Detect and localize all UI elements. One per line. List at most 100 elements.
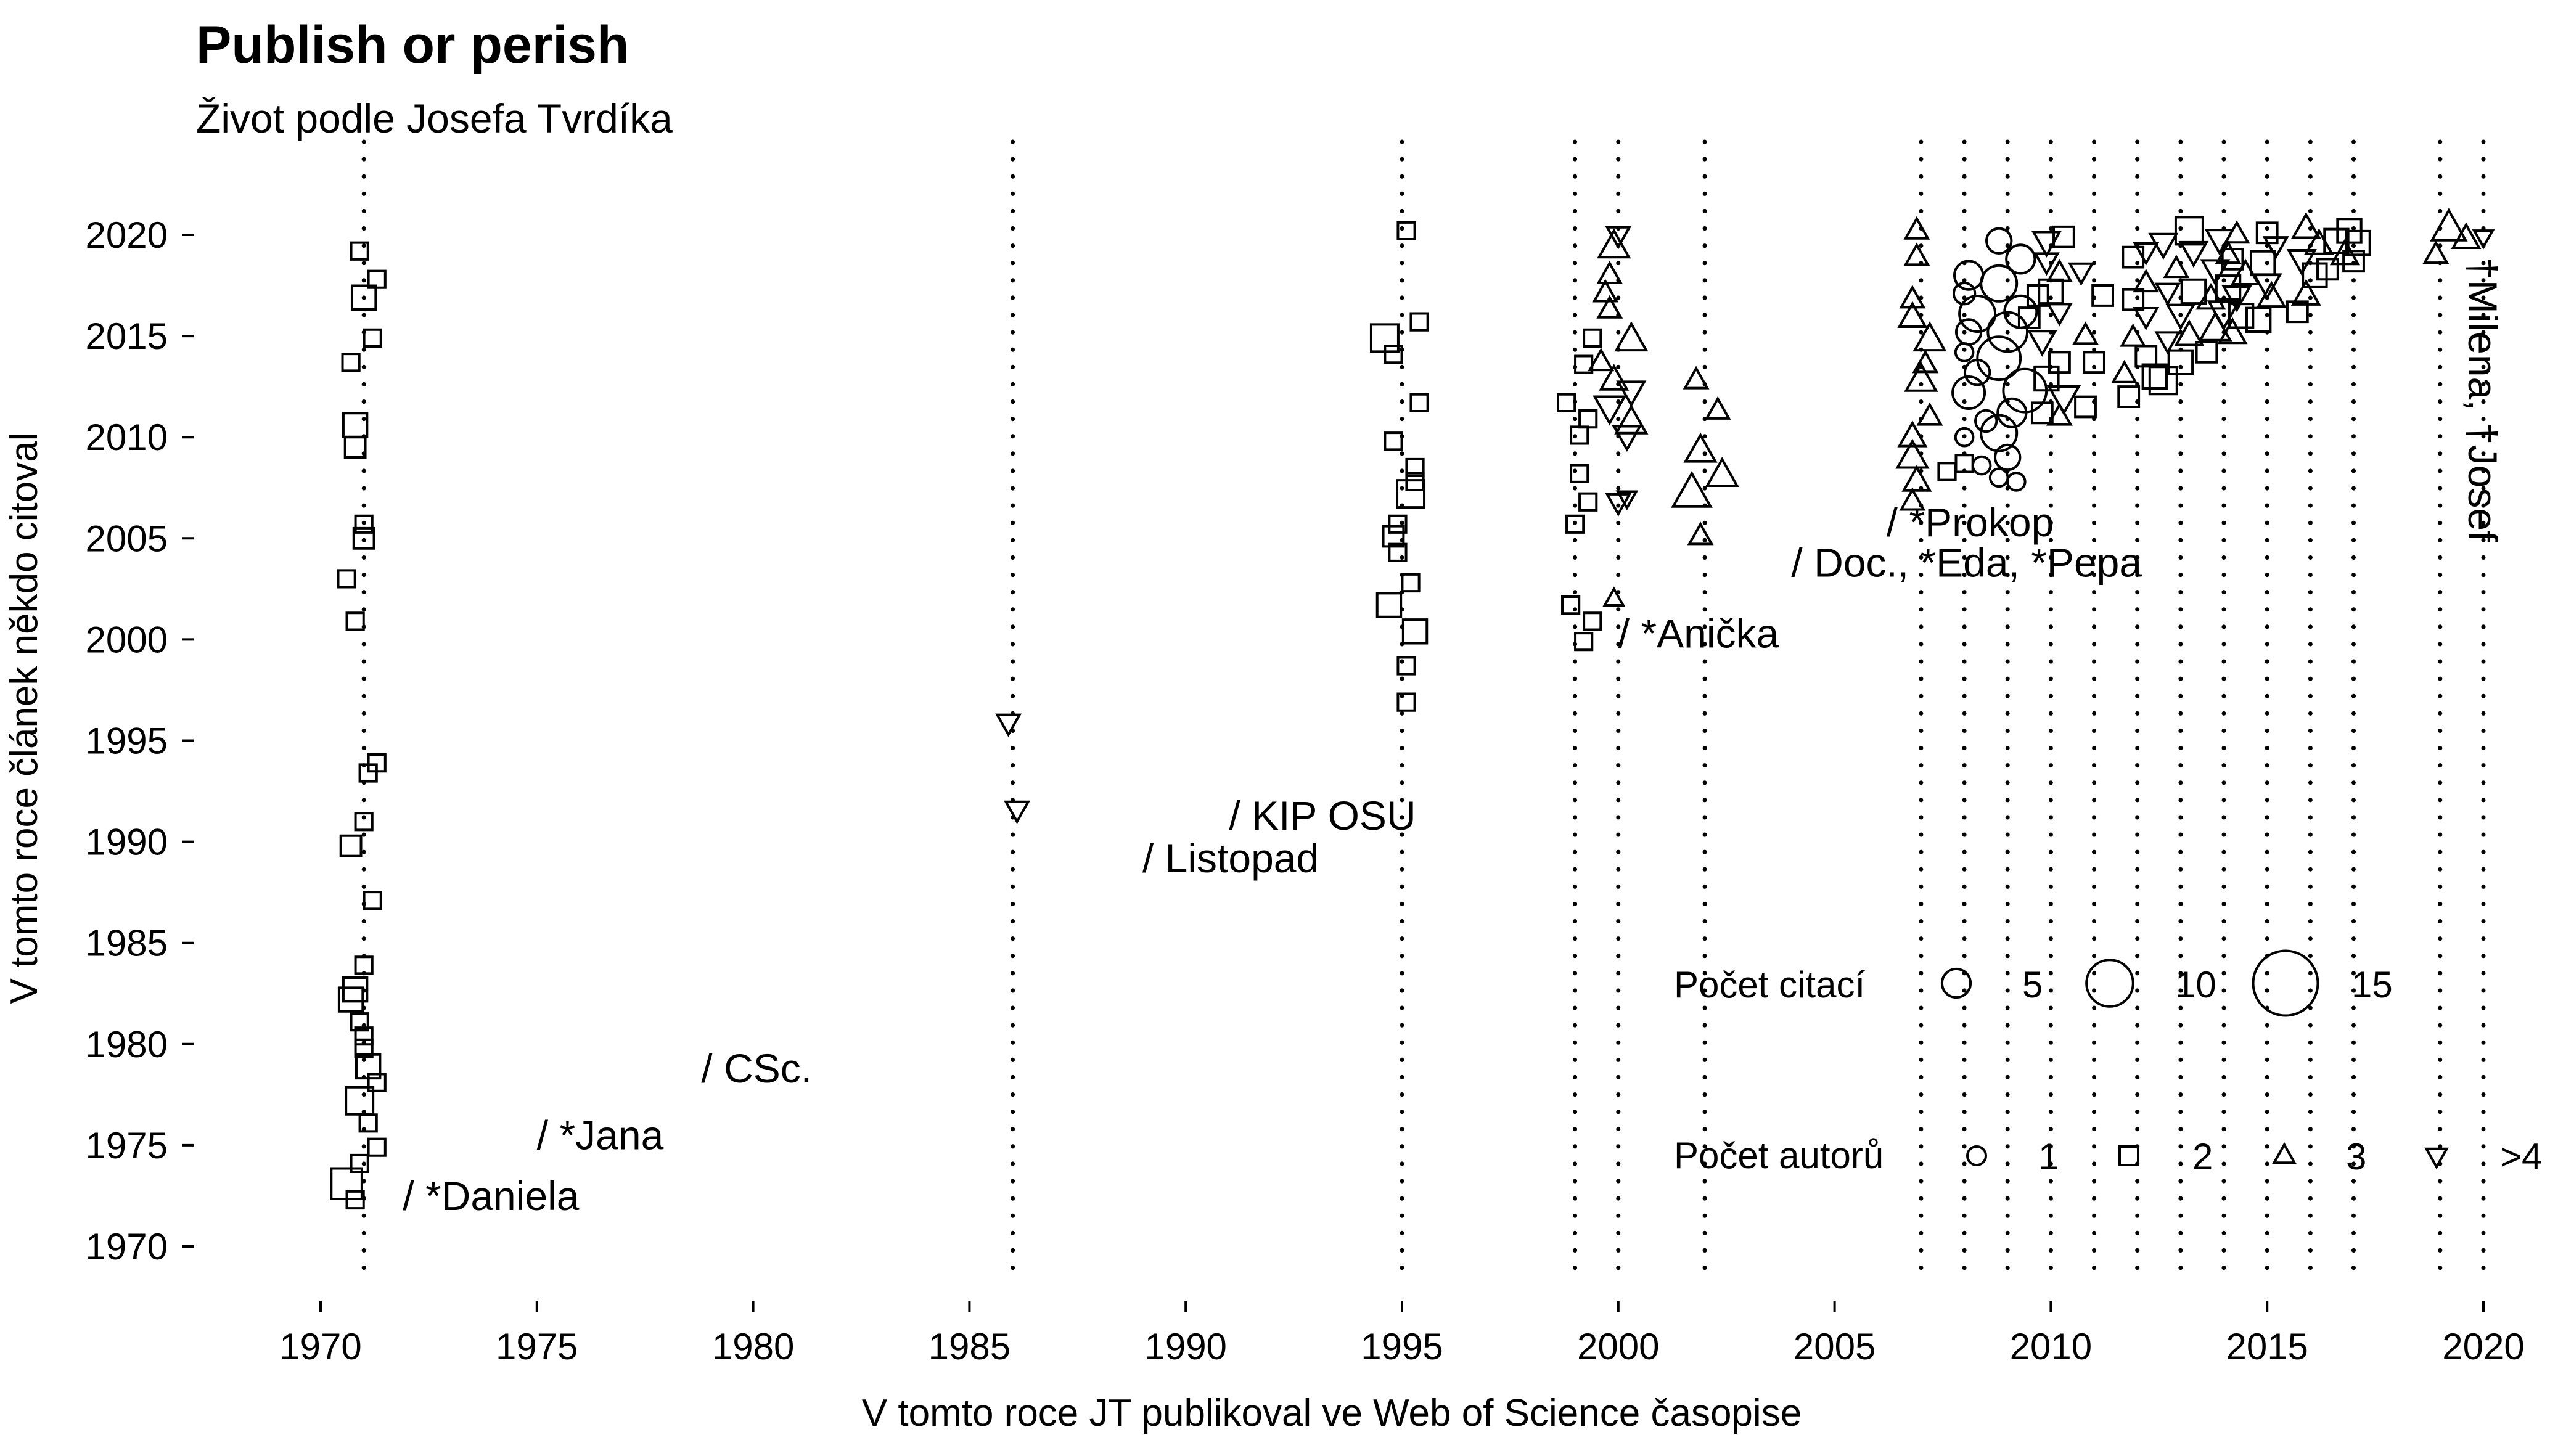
data-point-90 [1899,285,1926,309]
annotation-4: / KIP OSU [1229,793,1416,838]
data-point-64 [1614,404,1649,435]
data-point-84 [1897,420,1928,448]
data-point-98 [1974,409,1998,433]
legend-size-label-15: 15 [2351,964,2393,1005]
data-point-75 [1687,521,1714,546]
data-point-166 [2217,317,2248,345]
data-point-13 [354,955,374,975]
data-point-192 [2472,229,2495,250]
data-point-112 [1986,311,2029,353]
data-point-129 [2031,231,2062,258]
y-tick-label-2005: 2005 [86,518,168,559]
data-point-104 [1952,282,1977,306]
data-point-67 [1599,364,1630,391]
data-point-121 [2046,402,2073,426]
data-point-39 [1388,514,1408,534]
data-point-152 [2165,303,2196,331]
data-point-174 [2249,250,2276,277]
annotations: / *Daniela / *Jana / CSc. / Listopad/ KIP O… [403,257,2506,1219]
data-point-117 [2017,306,2041,329]
data-point-147 [2154,331,2181,355]
x-tick-label-1995: 1995 [1361,1326,1443,1367]
data-point-89 [1897,301,1928,328]
data-point-81 [1899,487,1926,511]
data-point-94 [1954,454,1974,473]
data-point-125 [2027,330,2057,357]
data-point-33 [1396,656,1416,676]
data-point-176 [2255,221,2279,245]
legend-size-key-15 [2252,949,2319,1017]
data-point-142 [2133,269,2160,293]
data-point-10 [350,1012,369,1032]
data-point-2 [350,1153,369,1174]
data-point-25 [341,353,361,372]
x-tick-label-1975: 1975 [496,1326,578,1367]
data-point-149 [2148,232,2179,260]
data-point-135 [2068,262,2094,286]
legend-size-label-5: 5 [2022,964,2043,1005]
data-point-47 [1409,312,1429,332]
data-point-69 [1614,321,1649,352]
data-point-52 [1565,514,1585,534]
data-point-144 [2133,242,2160,266]
data-point-139 [2120,323,2147,347]
legend-size-key-10 [2085,959,2134,1008]
annotation-5: / *Anička [1618,611,1779,656]
y-tick-label-2020: 2020 [86,215,168,256]
data-point-155 [2178,240,2209,268]
data-point-9 [354,1026,374,1046]
data-point-8 [354,1038,374,1058]
data-point-182 [2290,212,2321,239]
data-point-46 [1369,323,1400,353]
annotation-6: / *Prokop [1887,499,2054,545]
data-point-31 [1004,800,1031,824]
data-point-141 [2122,288,2145,311]
data-point-131 [2074,395,2097,419]
x-axis: 1970 1975 1980 1985 1990 1995 2000 2005 2010 2015… [279,1301,2525,1367]
legend-size-title: Počet citací [1674,964,1865,1005]
data-point-191 [2451,222,2482,249]
data-point-42 [1405,457,1425,478]
data-point-178 [2290,279,2321,306]
data-point-79 [1704,396,1731,420]
legend-size-label-10: 10 [2175,964,2216,1005]
data-point-150 [2167,349,2194,375]
data-point-143 [2122,245,2145,269]
data-point-91 [1903,242,1930,266]
data-point-21 [352,526,375,550]
data-point-30 [995,713,1022,737]
annotation-2: / CSc. [701,1045,812,1091]
data-point-97 [1988,467,2009,488]
chart-subtitle: Život podle Josefa Tvrdíka [196,96,673,141]
data-point-77 [1705,457,1739,488]
data-point-175 [2262,236,2289,260]
data-point-36 [1401,573,1421,593]
y-axis: 1970 1975 1980 1985 1990 1995 2000 2005 2010 2015… [86,215,194,1267]
legend-shape-key-3 [2424,1147,2449,1170]
data-point-57 [1557,393,1576,413]
y-tick-label-1995: 1995 [86,721,168,762]
data-point-116 [1985,227,2013,255]
annotation-3: / Listopad [1142,835,1319,881]
data-point-14 [363,891,382,910]
data-point-28 [367,269,387,289]
legend-shape-label-0: 1 [2038,1136,2059,1177]
data-point-11 [337,986,364,1013]
data-point-167 [2228,303,2255,329]
x-tick-label-2005: 2005 [1794,1326,1876,1367]
data-point-165 [2223,220,2250,244]
data-point-56 [1578,409,1598,429]
data-point-51 [1583,611,1602,631]
data-point-54 [1570,464,1589,483]
annotation-1: / *Jana [537,1113,664,1158]
data-point-134 [2091,284,2114,307]
data-point-170 [2221,247,2244,271]
data-point-80 [1683,366,1710,390]
x-tick-label-2000: 2000 [1577,1326,1659,1367]
data-point-53 [1578,492,1598,512]
data-point-161 [2215,274,2242,301]
data-point-162 [2200,259,2231,286]
data-point-16 [354,812,374,832]
data-point-186 [2342,250,2365,273]
data-point-40 [1396,479,1426,509]
